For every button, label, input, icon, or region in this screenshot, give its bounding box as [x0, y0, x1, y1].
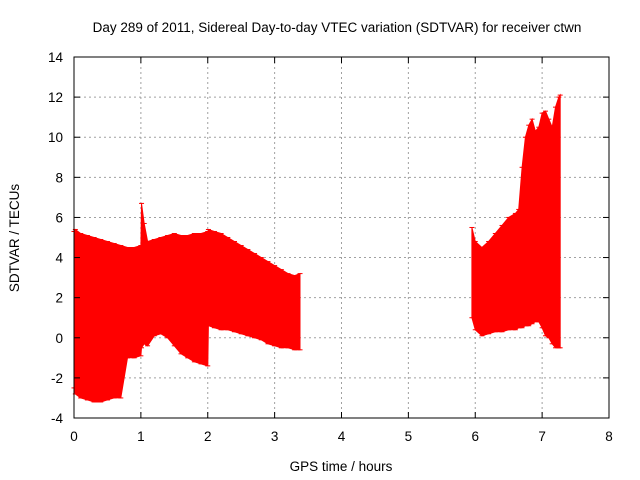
x-tick-label: 3	[271, 429, 279, 444]
y-axis-label: SDTVAR / TECUs	[7, 184, 22, 293]
y-tick-label: 2	[55, 291, 63, 306]
series-segment-1	[73, 203, 301, 403]
x-tick-label: 2	[204, 429, 212, 444]
series-segment-2	[471, 93, 561, 349]
y-tick-label: 10	[48, 130, 63, 145]
y-tick-label: 8	[55, 170, 63, 185]
x-tick-label: 8	[605, 429, 613, 444]
y-tick-label: 14	[48, 50, 64, 65]
y-tick-label: 12	[48, 90, 63, 105]
axis-ticks	[73, 56, 610, 419]
x-axis-label: GPS time / hours	[290, 459, 393, 474]
x-tick-label: 6	[471, 429, 479, 444]
x-tick-labels: 0 1 2 3 4 5 6 7 8	[70, 429, 613, 444]
y-tick-label: 6	[55, 210, 63, 225]
y-tick-labels: -4 -2 0 2 4 6 8 10 12 14	[48, 50, 64, 426]
x-tick-label: 4	[338, 429, 346, 444]
x-tick-label: 0	[70, 429, 78, 444]
x-tick-label: 1	[137, 429, 145, 444]
y-tick-label: -4	[51, 411, 63, 426]
x-tick-label: 5	[405, 429, 413, 444]
chart-title: Day 289 of 2011, Sidereal Day-to-day VTE…	[93, 20, 582, 35]
y-tick-label: -2	[51, 371, 63, 386]
y-tick-label: 4	[55, 251, 63, 266]
y-tick-label: 0	[55, 331, 63, 346]
plot-area	[71, 93, 563, 403]
x-tick-label: 7	[538, 429, 546, 444]
